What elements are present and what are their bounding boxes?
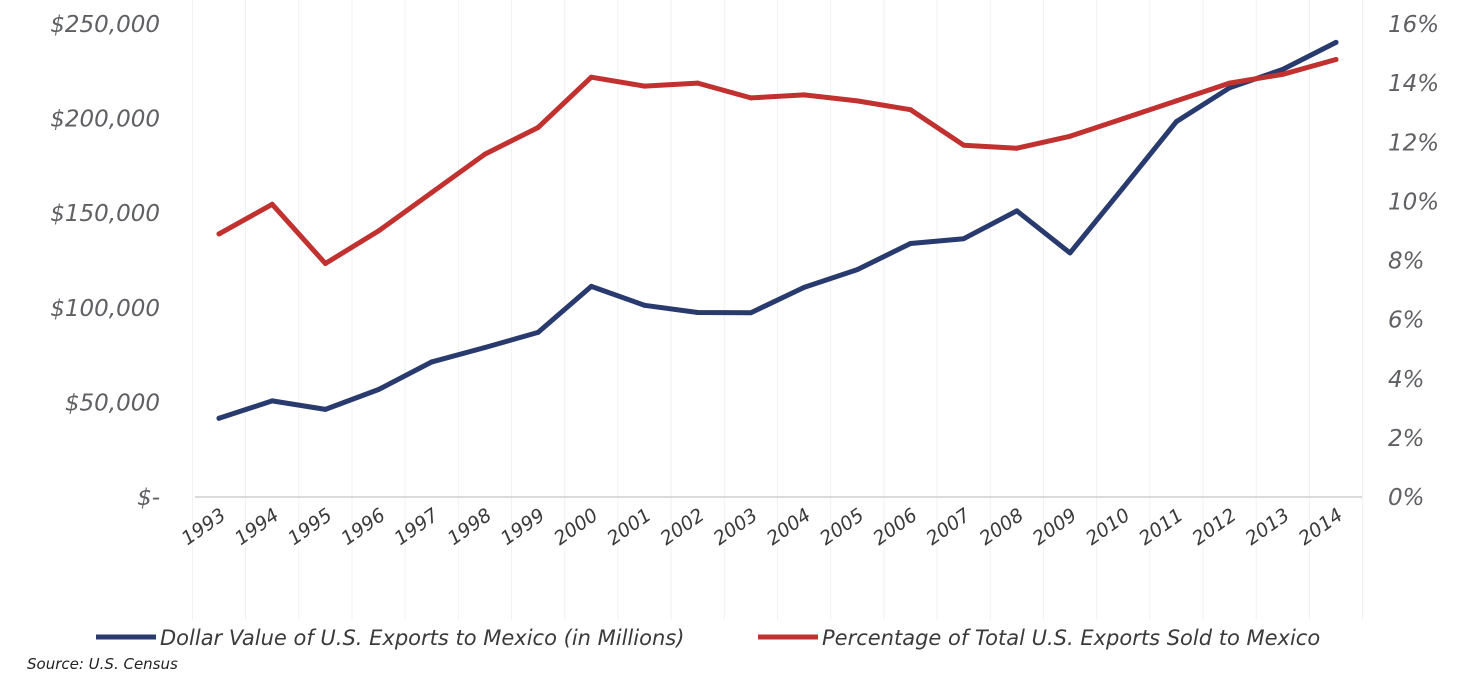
right-tick-label: 4% xyxy=(1388,367,1425,393)
x-tick-label: 1996 xyxy=(337,504,389,550)
x-tick-label: 2012 xyxy=(1188,504,1240,550)
data-point-percentage xyxy=(1280,71,1286,77)
data-point-dollar-value xyxy=(216,415,222,421)
data-point-percentage xyxy=(801,92,807,98)
data-point-percentage xyxy=(1333,57,1339,62)
data-point-percentage xyxy=(908,107,913,113)
right-tick-label: 16% xyxy=(1388,12,1439,38)
x-tick-label: 1997 xyxy=(390,504,442,550)
data-point-dollar-value xyxy=(748,310,754,316)
data-point-dollar-value xyxy=(908,241,913,246)
x-tick-label: 2004 xyxy=(763,504,815,550)
data-point-percentage xyxy=(1014,145,1020,151)
right-tick-label: 2% xyxy=(1388,426,1425,452)
left-tick-label: $150,000 xyxy=(50,201,160,227)
right-tick-label: 12% xyxy=(1388,130,1439,156)
x-tick-label: 2009 xyxy=(1029,504,1081,550)
data-point-percentage xyxy=(961,142,967,148)
data-point-dollar-value xyxy=(588,283,594,289)
data-point-dollar-value xyxy=(322,406,328,412)
x-tick-label: 2000 xyxy=(550,504,602,550)
left-tick-label: $50,000 xyxy=(65,390,160,416)
x-tick-label: 1993 xyxy=(178,504,230,550)
data-point-percentage xyxy=(1120,116,1126,122)
x-tick-label: 2007 xyxy=(922,504,974,550)
data-point-percentage xyxy=(429,190,435,195)
x-tick-label: 2001 xyxy=(603,504,655,550)
data-point-dollar-value xyxy=(429,359,435,365)
data-point-percentage xyxy=(1227,80,1233,86)
data-point-percentage xyxy=(695,80,701,86)
x-tick-label: 1998 xyxy=(444,504,496,550)
legend-label-dollar-value: Dollar Value of U.S. Exports to Mexico (… xyxy=(160,626,684,650)
data-point-percentage xyxy=(535,125,541,130)
x-tick-label: 2013 xyxy=(1241,504,1293,550)
series-layer xyxy=(216,39,1339,421)
data-point-dollar-value xyxy=(854,267,860,273)
data-point-percentage xyxy=(1067,133,1073,139)
x-tick-label: 1999 xyxy=(497,504,549,550)
right-tick-label: 8% xyxy=(1388,249,1425,275)
left-tick-label: $100,000 xyxy=(50,296,160,322)
data-point-percentage xyxy=(854,98,860,104)
left-tick-label: $250,000 xyxy=(50,12,160,38)
data-point-dollar-value xyxy=(269,398,275,404)
x-tick-label: 2011 xyxy=(1135,504,1187,550)
x-tick-label: 2008 xyxy=(975,504,1027,550)
data-point-dollar-value xyxy=(1067,250,1073,256)
data-point-dollar-value xyxy=(695,310,701,315)
right-axis-ticks: 0% 2% 4% 6% 8% 10% 12% 14% 16% xyxy=(1388,12,1439,511)
right-tick-label: 6% xyxy=(1388,308,1425,334)
legend-label-percentage: Percentage of Total U.S. Exports Sold to… xyxy=(822,626,1320,650)
data-point-percentage xyxy=(482,151,488,157)
right-tick-label: 0% xyxy=(1388,485,1425,511)
x-tick-label: 2014 xyxy=(1295,504,1347,550)
data-point-dollar-value xyxy=(1333,39,1339,45)
data-point-percentage xyxy=(322,261,328,266)
data-point-dollar-value xyxy=(1280,66,1286,72)
data-point-dollar-value xyxy=(1014,208,1020,214)
data-point-percentage xyxy=(216,231,222,237)
left-tick-label: $- xyxy=(137,485,160,511)
data-point-percentage xyxy=(1173,98,1179,104)
data-point-dollar-value xyxy=(535,329,541,335)
left-axis-ticks: $- $50,000 $100,000 $150,000 $200,000 $250,00… xyxy=(50,12,160,511)
x-tick-label: 2005 xyxy=(816,504,868,550)
data-point-dollar-value xyxy=(1120,185,1126,191)
x-axis-ticks: 1993 1994 1995 1996 1997 1998 1999 2000 2001 2002… xyxy=(178,504,1347,550)
x-tick-label: 2002 xyxy=(656,504,708,550)
left-tick-label: $200,000 xyxy=(50,107,160,133)
data-point-percentage xyxy=(588,74,594,80)
x-tick-label: 1995 xyxy=(284,504,336,550)
series-line-dollar-value xyxy=(216,39,1339,421)
right-tick-label: 10% xyxy=(1388,189,1439,215)
data-point-dollar-value xyxy=(961,236,967,242)
right-tick-label: 14% xyxy=(1388,71,1439,97)
data-point-percentage xyxy=(642,83,647,89)
data-point-dollar-value xyxy=(482,345,488,350)
series-line-percentage xyxy=(216,57,1339,266)
data-point-dollar-value xyxy=(801,284,807,290)
data-point-percentage xyxy=(269,201,275,207)
data-point-dollar-value xyxy=(642,302,647,308)
data-point-dollar-value xyxy=(376,387,382,392)
x-tick-label: 2006 xyxy=(869,504,921,550)
data-point-dollar-value xyxy=(1227,85,1233,91)
x-tick-label: 1994 xyxy=(231,504,283,550)
x-tick-label: 2010 xyxy=(1082,504,1134,550)
x-tick-label: 2003 xyxy=(710,504,762,550)
source-note: Source: U.S. Census xyxy=(27,655,178,673)
data-point-percentage xyxy=(376,228,382,234)
data-point-dollar-value xyxy=(1173,119,1179,125)
legend: Dollar Value of U.S. Exports to Mexico (… xyxy=(96,626,1320,650)
data-point-percentage xyxy=(748,95,754,101)
vertical-grid xyxy=(191,0,1364,620)
